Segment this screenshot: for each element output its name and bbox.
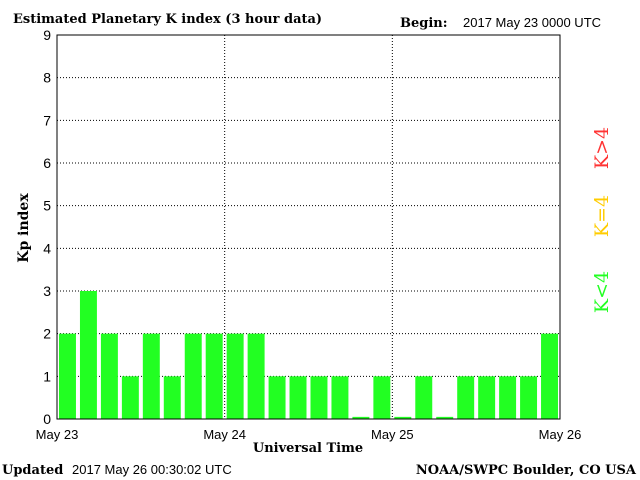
y-tick-label: 3: [43, 283, 51, 299]
kp-bar: [352, 416, 370, 419]
kp-bar: [394, 416, 412, 419]
x-axis-label: Universal Time: [253, 441, 363, 456]
kp-bar: [184, 333, 202, 419]
x-tick-labels: May 23 May 24 May 25 May 26: [36, 427, 582, 442]
legend-above: K>4: [591, 127, 613, 169]
chart-title: Estimated Planetary K index (3 hour data…: [13, 12, 322, 27]
begin-value: 2017 May 23 0000 UTC: [463, 15, 601, 30]
kp-bar: [373, 376, 391, 419]
y-tick-label: 8: [43, 70, 51, 86]
x-tick-label: May 26: [539, 427, 582, 442]
y-tick-label: 0: [43, 411, 51, 427]
kp-bar: [457, 376, 475, 419]
kp-bar: [59, 333, 76, 419]
kp-bar: [79, 291, 97, 419]
kp-bar: [247, 333, 265, 419]
kp-bar: [331, 376, 349, 419]
y-tick-label: 7: [43, 112, 51, 128]
kp-bar: [121, 376, 139, 419]
legend-equal: K=4: [591, 195, 613, 237]
kp-bar: [436, 416, 454, 419]
plot-grid: [57, 35, 560, 419]
kp-bar: [541, 333, 558, 419]
x-tick-label: May 25: [371, 427, 414, 442]
kp-bar: [310, 376, 328, 419]
kp-bar: [100, 333, 118, 419]
kp-bar: [478, 376, 496, 419]
updated-value: 2017 May 26 00:30:02 UTC: [72, 462, 232, 477]
kp-bar: [520, 376, 538, 419]
y-tick-label: 4: [43, 240, 51, 256]
kp-bar: [142, 333, 160, 419]
x-tick-label: May 23: [36, 427, 79, 442]
legend-below: K<4: [591, 271, 613, 313]
x-tick-label: May 24: [203, 427, 246, 442]
updated-label: Updated: [2, 463, 63, 478]
kp-bar: [226, 333, 244, 419]
y-tick-label: 1: [43, 368, 51, 384]
source-credit: NOAA/SWPC Boulder, CO USA: [416, 463, 637, 478]
y-tick-labels: 0 1 2 3 4 5 6 7 8 9: [43, 27, 51, 427]
kp-bar: [163, 376, 181, 419]
kp-bar: [499, 376, 517, 419]
kp-bar: [415, 376, 433, 419]
kp-bar: [205, 333, 223, 419]
plot-frame: [56, 34, 561, 420]
y-tick-label: 2: [43, 326, 51, 342]
begin-label: Begin:: [400, 16, 448, 31]
kp-bar: [289, 376, 307, 419]
y-tick-label: 9: [43, 27, 51, 43]
kp-bar: [268, 376, 286, 419]
y-axis-label: Kp index: [16, 193, 32, 263]
plot-bars: [59, 291, 558, 419]
y-tick-label: 5: [43, 198, 51, 214]
y-tick-label: 6: [43, 155, 51, 171]
